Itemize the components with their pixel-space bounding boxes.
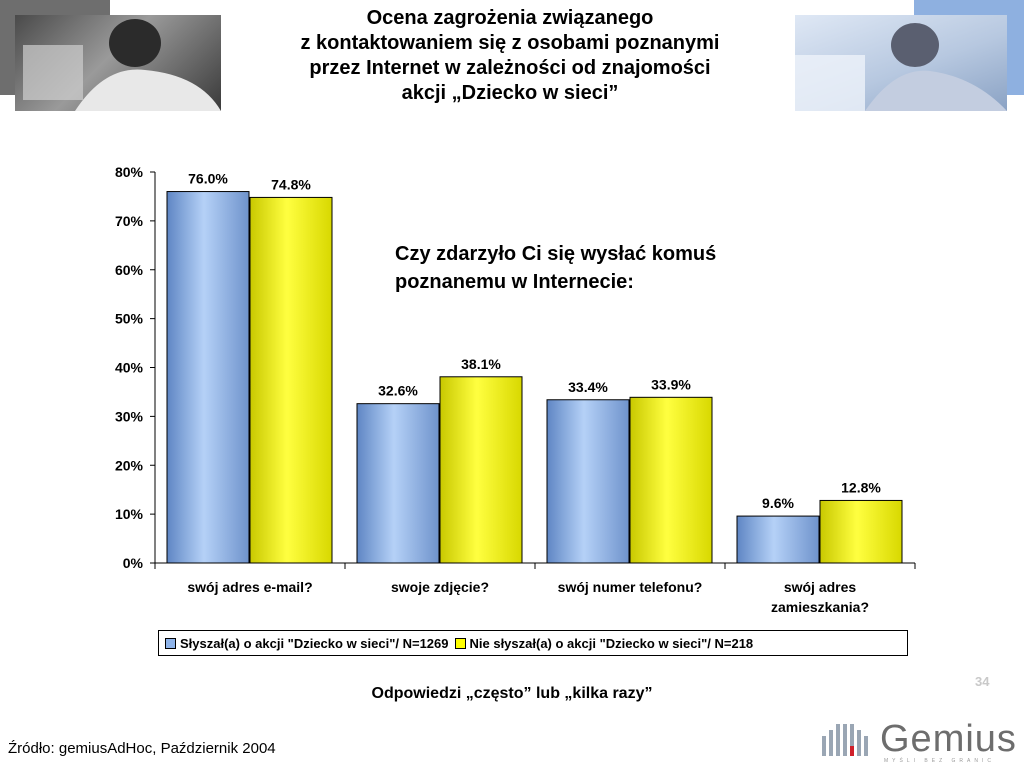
data-label: 9.6% (762, 495, 794, 511)
data-label: 74.8% (271, 176, 311, 192)
y-tick-label: 40% (115, 360, 144, 376)
data-label: 76.0% (188, 171, 228, 187)
y-tick-label: 20% (115, 457, 144, 473)
y-tick-label: 30% (115, 408, 144, 424)
x-category-label: swój numer telefonu? (558, 579, 703, 595)
logo-tagline: MYŚLI BEZ GRANIC (884, 758, 995, 764)
x-category-label: swój adres (784, 579, 857, 595)
legend-label: Nie słyszał(a) o akcji "Dziecko w sieci"… (469, 635, 754, 651)
data-label: 33.4% (568, 379, 608, 395)
legend-item-series-2: Nie słyszał(a) o akcji "Dziecko w sieci"… (454, 635, 754, 651)
title-line: Ocena zagrożenia związanego (366, 7, 654, 29)
title-line: przez Internet w zależności od znajomośc… (309, 57, 711, 79)
x-category-label: swój adres e-mail? (187, 579, 312, 595)
photo-girl-at-computer (795, 15, 1007, 111)
y-tick-label: 70% (115, 213, 144, 229)
question-line: poznanemu w Internecie: (395, 271, 634, 293)
answer-note: Odpowiedzi „często” lub „kilka razy” (371, 685, 653, 702)
question-line: Czy zdarzyło Ci się wysłać komuś (395, 243, 717, 265)
legend-swatch-yellow (454, 637, 466, 649)
gemius-logo: Gemius MYŚLI BEZ GRANIC (820, 716, 1020, 764)
y-tick-label: 10% (115, 506, 144, 522)
data-label: 38.1% (461, 356, 501, 372)
bar-unaware (629, 396, 713, 564)
data-label: 12.8% (841, 479, 881, 495)
source-caption: Źródło: gemiusAdHoc, Październik 2004 (8, 740, 276, 757)
legend-item-series-1: Słyszał(a) o akcji "Dziecko w sieci"/ N=… (165, 636, 449, 651)
title-line: akcji „Dziecko w sieci” (401, 82, 619, 104)
x-category-label: zamieszkania? (771, 599, 869, 615)
bar-unaware (249, 196, 333, 564)
logo-wordmark: Gemius (880, 718, 1017, 760)
page-number: 34 (975, 674, 990, 689)
bar-aware (166, 191, 250, 564)
survey-question: Czy zdarzyło Ci się wysłać komuś poznane… (395, 240, 825, 296)
title-line: z kontaktowaniem się z osobami poznanymi (300, 32, 720, 54)
data-label: 33.9% (651, 376, 691, 392)
photo-boy-at-computer (15, 15, 221, 111)
data-label: 32.6% (378, 383, 418, 399)
bar-unaware (439, 376, 523, 564)
slide-title: Ocena zagrożenia związanego z kontaktowa… (230, 6, 790, 106)
bar-unaware (819, 499, 903, 564)
x-category-label: swoje zdjęcie? (391, 579, 489, 595)
y-tick-label: 0% (123, 555, 144, 571)
bar-aware (546, 399, 630, 564)
legend-label: Słyszał(a) o akcji "Dziecko w sieci"/ N=… (180, 635, 449, 651)
y-tick-label: 60% (115, 262, 144, 278)
chart-legend: Słyszał(a) o akcji "Dziecko w sieci"/ N=… (158, 630, 908, 656)
y-tick-label: 80% (115, 164, 144, 180)
logo-bars-icon (822, 724, 868, 756)
bar-aware (736, 515, 820, 564)
y-tick-label: 50% (115, 311, 144, 327)
legend-swatch-blue (165, 637, 176, 649)
bar-aware (356, 403, 440, 564)
